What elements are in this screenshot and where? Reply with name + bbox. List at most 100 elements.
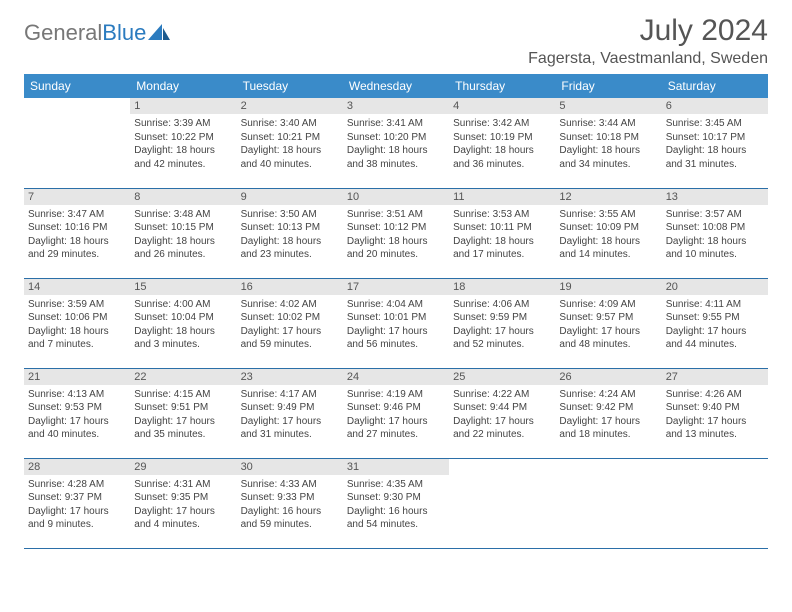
sunset-value: 9:37 PM xyxy=(65,492,102,503)
calendar-day-cell: 22Sunrise: 4:15 AMSunset: 9:51 PMDayligh… xyxy=(130,368,236,458)
daylight-label: Daylight: xyxy=(241,236,280,247)
day-number: 20 xyxy=(662,279,768,295)
daylight-label: Daylight: xyxy=(559,326,598,337)
sunset-label: Sunset: xyxy=(666,402,700,413)
sunset-value: 9:51 PM xyxy=(171,402,208,413)
sunset-label: Sunset: xyxy=(347,132,381,143)
calendar-day-cell: 4Sunrise: 3:42 AMSunset: 10:19 PMDayligh… xyxy=(449,98,555,188)
sunrise-value: 4:24 AM xyxy=(599,389,636,400)
calendar-day-cell: 13Sunrise: 3:57 AMSunset: 10:08 PMDaylig… xyxy=(662,188,768,278)
calendar-day-cell xyxy=(449,458,555,548)
sunrise-label: Sunrise: xyxy=(28,209,65,220)
daylight-label: Daylight: xyxy=(28,506,67,517)
day-details: Sunrise: 3:45 AMSunset: 10:17 PMDaylight… xyxy=(662,114,768,176)
sunset-label: Sunset: xyxy=(28,492,62,503)
calendar-day-cell: 8Sunrise: 3:48 AMSunset: 10:15 PMDayligh… xyxy=(130,188,236,278)
sunrise-label: Sunrise: xyxy=(559,209,596,220)
sunset-value: 10:16 PM xyxy=(65,222,108,233)
day-details: Sunrise: 4:11 AMSunset: 9:55 PMDaylight:… xyxy=(662,295,768,357)
sunset-label: Sunset: xyxy=(559,312,593,323)
sunset-label: Sunset: xyxy=(347,492,381,503)
sunset-label: Sunset: xyxy=(666,132,700,143)
sunrise-label: Sunrise: xyxy=(347,389,384,400)
day-number: 3 xyxy=(343,98,449,114)
sunset-value: 10:11 PM xyxy=(490,222,532,233)
sunrise-value: 4:33 AM xyxy=(280,479,317,490)
sunset-value: 9:35 PM xyxy=(171,492,208,503)
calendar-week-row: 7Sunrise: 3:47 AMSunset: 10:16 PMDayligh… xyxy=(24,188,768,278)
day-number: 11 xyxy=(449,189,555,205)
sunrise-label: Sunrise: xyxy=(347,118,384,129)
sunset-label: Sunset: xyxy=(453,222,487,233)
sunrise-label: Sunrise: xyxy=(347,209,384,220)
day-number: 18 xyxy=(449,279,555,295)
sunrise-value: 4:02 AM xyxy=(280,299,317,310)
daylight-label: Daylight: xyxy=(347,236,386,247)
daylight-label: Daylight: xyxy=(28,326,67,337)
sunset-label: Sunset: xyxy=(134,312,168,323)
sunset-label: Sunset: xyxy=(241,492,275,503)
day-details: Sunrise: 4:02 AMSunset: 10:02 PMDaylight… xyxy=(237,295,343,357)
sunrise-value: 4:26 AM xyxy=(705,389,742,400)
day-number: 8 xyxy=(130,189,236,205)
sunrise-value: 4:28 AM xyxy=(67,479,104,490)
day-details: Sunrise: 4:19 AMSunset: 9:46 PMDaylight:… xyxy=(343,385,449,447)
sunrise-value: 3:51 AM xyxy=(386,209,423,220)
weekday-header: Monday xyxy=(130,74,236,98)
daylight-label: Daylight: xyxy=(241,416,280,427)
daylight-label: Daylight: xyxy=(347,145,386,156)
sunset-label: Sunset: xyxy=(134,402,168,413)
sunrise-value: 4:13 AM xyxy=(67,389,104,400)
weekday-header: Sunday xyxy=(24,74,130,98)
calendar-day-cell: 26Sunrise: 4:24 AMSunset: 9:42 PMDayligh… xyxy=(555,368,661,458)
day-details: Sunrise: 4:26 AMSunset: 9:40 PMDaylight:… xyxy=(662,385,768,447)
calendar-day-cell: 12Sunrise: 3:55 AMSunset: 10:09 PMDaylig… xyxy=(555,188,661,278)
sunrise-value: 4:35 AM xyxy=(386,479,423,490)
sunrise-value: 3:39 AM xyxy=(174,118,211,129)
weekday-header: Tuesday xyxy=(237,74,343,98)
sunrise-label: Sunrise: xyxy=(666,389,703,400)
day-details: Sunrise: 3:51 AMSunset: 10:12 PMDaylight… xyxy=(343,205,449,267)
daylight-label: Daylight: xyxy=(453,416,492,427)
day-number: 1 xyxy=(130,98,236,114)
calendar-day-cell: 24Sunrise: 4:19 AMSunset: 9:46 PMDayligh… xyxy=(343,368,449,458)
calendar-day-cell: 21Sunrise: 4:13 AMSunset: 9:53 PMDayligh… xyxy=(24,368,130,458)
sunset-label: Sunset: xyxy=(559,132,593,143)
sunrise-label: Sunrise: xyxy=(134,209,171,220)
sunrise-label: Sunrise: xyxy=(666,209,703,220)
calendar-day-cell: 29Sunrise: 4:31 AMSunset: 9:35 PMDayligh… xyxy=(130,458,236,548)
sunset-value: 9:46 PM xyxy=(384,402,421,413)
sunset-label: Sunset: xyxy=(241,132,275,143)
day-details: Sunrise: 4:15 AMSunset: 9:51 PMDaylight:… xyxy=(130,385,236,447)
sunrise-value: 4:06 AM xyxy=(493,299,530,310)
brand-sail-icon xyxy=(148,24,170,42)
sunset-value: 9:49 PM xyxy=(277,402,314,413)
sunrise-label: Sunrise: xyxy=(134,389,171,400)
calendar-day-cell: 25Sunrise: 4:22 AMSunset: 9:44 PMDayligh… xyxy=(449,368,555,458)
calendar-week-row: 28Sunrise: 4:28 AMSunset: 9:37 PMDayligh… xyxy=(24,458,768,548)
brand-text-gray: General xyxy=(24,20,102,46)
calendar-day-cell: 6Sunrise: 3:45 AMSunset: 10:17 PMDayligh… xyxy=(662,98,768,188)
day-number: 14 xyxy=(24,279,130,295)
sunset-label: Sunset: xyxy=(134,222,168,233)
day-details: Sunrise: 3:59 AMSunset: 10:06 PMDaylight… xyxy=(24,295,130,357)
sunrise-value: 3:42 AM xyxy=(493,118,530,129)
day-number: 13 xyxy=(662,189,768,205)
daylight-label: Daylight: xyxy=(134,326,173,337)
weekday-header-row: Sunday Monday Tuesday Wednesday Thursday… xyxy=(24,74,768,98)
sunrise-label: Sunrise: xyxy=(241,389,278,400)
sunrise-value: 3:53 AM xyxy=(493,209,530,220)
sunrise-label: Sunrise: xyxy=(134,479,171,490)
sunset-label: Sunset: xyxy=(28,222,62,233)
day-number: 9 xyxy=(237,189,343,205)
daylight-label: Daylight: xyxy=(134,145,173,156)
sunset-label: Sunset: xyxy=(241,222,275,233)
sunset-value: 9:42 PM xyxy=(596,402,633,413)
sunset-value: 10:19 PM xyxy=(490,132,533,143)
daylight-label: Daylight: xyxy=(453,326,492,337)
sunset-value: 9:57 PM xyxy=(596,312,633,323)
sunset-label: Sunset: xyxy=(347,222,381,233)
calendar-day-cell: 11Sunrise: 3:53 AMSunset: 10:11 PMDaylig… xyxy=(449,188,555,278)
sunrise-value: 4:17 AM xyxy=(280,389,317,400)
day-details: Sunrise: 3:44 AMSunset: 10:18 PMDaylight… xyxy=(555,114,661,176)
